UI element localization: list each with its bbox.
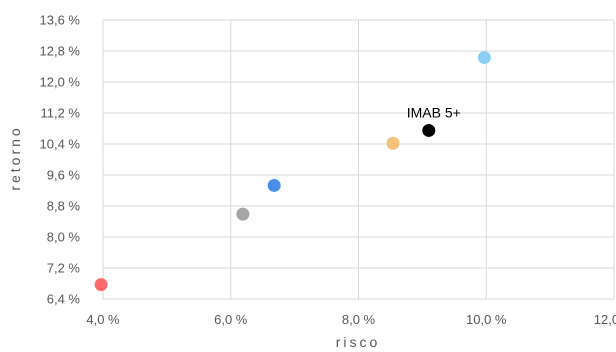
y-tick-label: 7,2 %	[47, 261, 81, 276]
x-gridlines	[102, 20, 615, 299]
data-point	[94, 278, 108, 292]
y-tick-label: 11,2 %	[40, 106, 80, 121]
point-label: IMAB 5+	[407, 104, 461, 120]
y-tick-label: 10,4 %	[40, 137, 81, 152]
data-point	[477, 51, 491, 65]
data-point	[236, 207, 250, 221]
data-points	[94, 51, 491, 292]
y-tick-label: 9,6 %	[47, 168, 81, 183]
y-tick-label: 8,0 %	[47, 230, 81, 245]
x-tick-label: 6,0 %	[214, 312, 248, 327]
y-tick-label: 6,4 %	[47, 292, 81, 307]
x-tick-label: 12,0 %	[594, 312, 616, 327]
point-labels: IMAB 5+	[407, 104, 461, 120]
x-tick-label: 8,0 %	[342, 312, 376, 327]
data-point	[267, 178, 281, 192]
data-point	[422, 123, 436, 137]
x-tick-labels: 4,0 % 6,0 % 8,0 % 10,0 % 12,0 %	[86, 312, 616, 327]
x-tick-label: 10,0 %	[466, 312, 507, 327]
y-tick-label: 12,8 %	[40, 44, 81, 59]
y-axis-title: retorno	[7, 125, 23, 190]
y-tick-labels: 6,4 % 7,2 % 8,0 % 8,8 % 9,6 % 10,4 % 11,2 % 12,…	[40, 13, 81, 307]
y-tick-label: 12,0 %	[40, 75, 81, 90]
x-axis-title: risco	[336, 334, 381, 350]
y-tick-label: 8,8 %	[47, 199, 81, 214]
y-tick-label: 13,6 %	[40, 13, 81, 28]
y-gridlines	[103, 19, 614, 300]
x-tick-label: 4,0 %	[86, 312, 120, 327]
data-point	[386, 136, 400, 150]
